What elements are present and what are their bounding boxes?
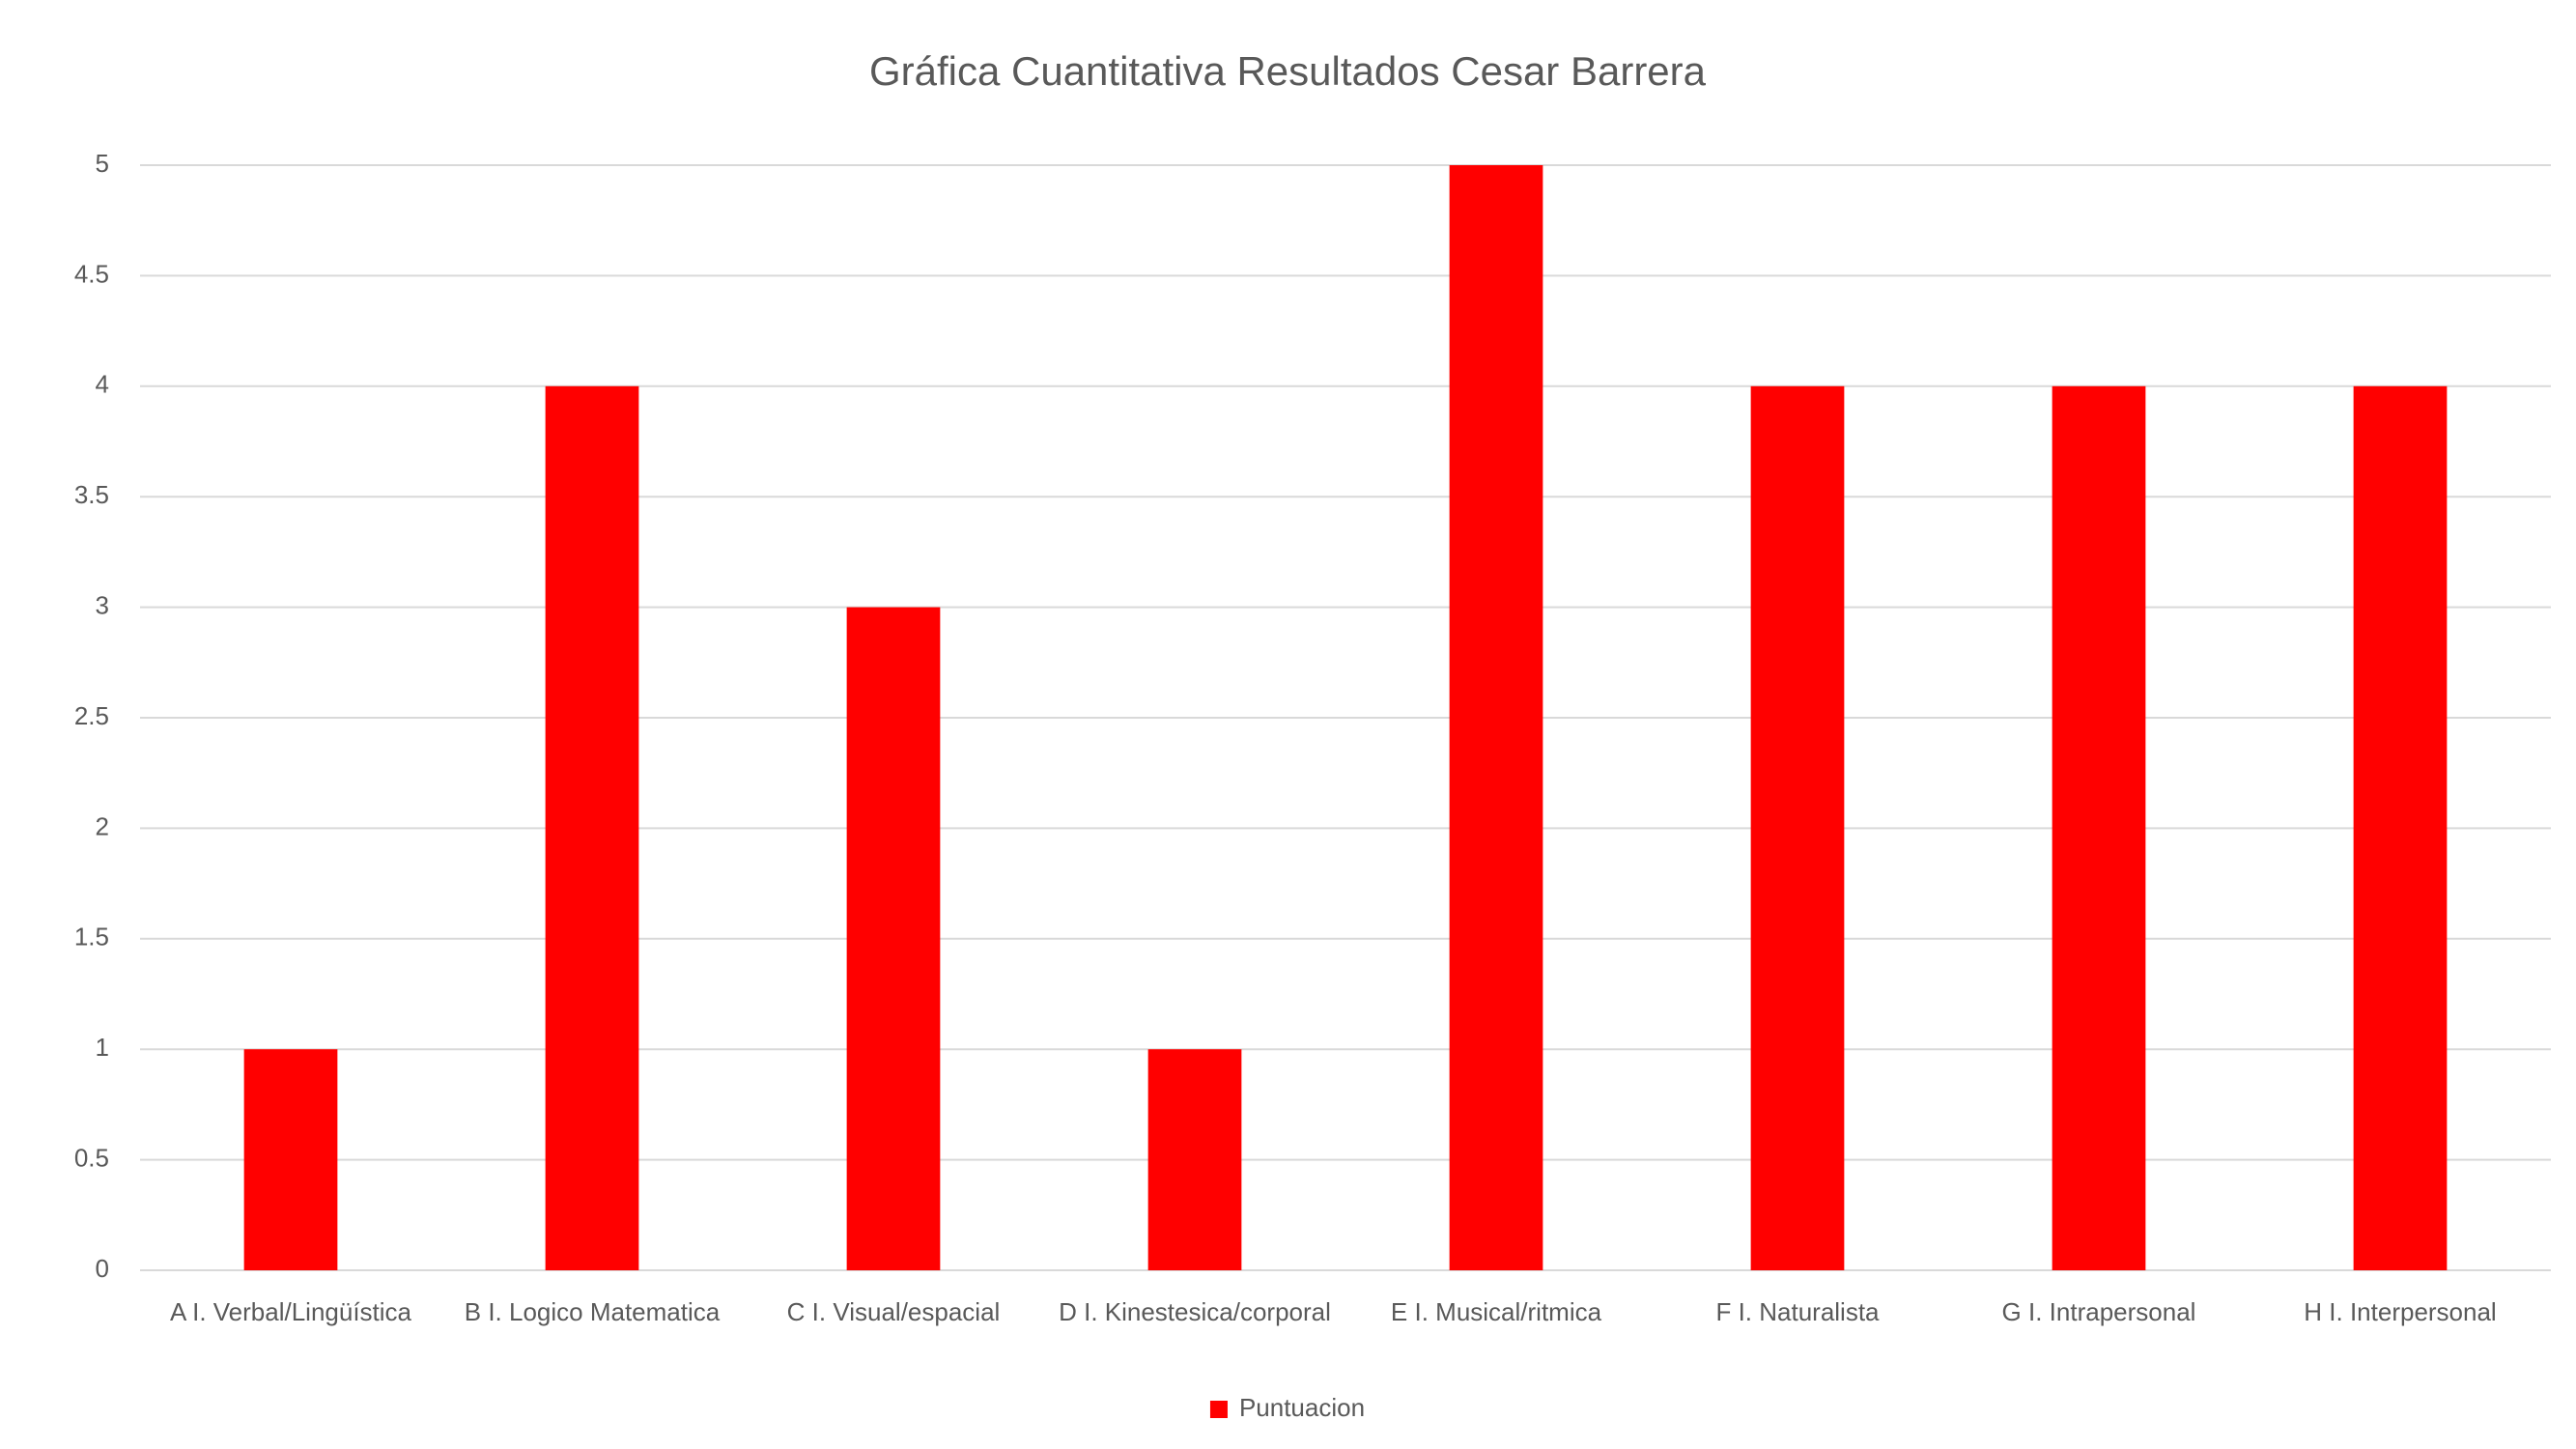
bar bbox=[846, 607, 941, 1270]
bar bbox=[2052, 385, 2146, 1270]
x-tick-label: E I. Musical/ritmica bbox=[1391, 1297, 1602, 1326]
y-tick-label: 5 bbox=[96, 149, 109, 178]
y-tick-label: 1 bbox=[96, 1033, 109, 1062]
legend-label: Puntuacion bbox=[1239, 1393, 1365, 1422]
x-tick-label: G I. Intrapersonal bbox=[2002, 1297, 2196, 1326]
y-tick-label: 0 bbox=[96, 1254, 109, 1283]
x-tick-label: A I. Verbal/Lingüística bbox=[170, 1297, 412, 1326]
x-tick-label: H I. Interpersonal bbox=[2304, 1297, 2496, 1326]
bar bbox=[1750, 385, 1845, 1270]
bar bbox=[1147, 1049, 1242, 1270]
x-tick-label: F I. Naturalista bbox=[1715, 1297, 1880, 1326]
x-tick-label: C I. Visual/espacial bbox=[787, 1297, 1001, 1326]
bar bbox=[545, 385, 639, 1270]
x-tick-label: B I. Logico Matematica bbox=[465, 1297, 721, 1326]
y-tick-label: 2.5 bbox=[74, 701, 109, 730]
y-tick-label: 3 bbox=[96, 590, 109, 619]
chart-title: Gráfica Cuantitativa Resultados Cesar Ba… bbox=[869, 48, 1707, 94]
bar bbox=[2353, 385, 2448, 1270]
y-tick-label: 3.5 bbox=[74, 480, 109, 509]
y-tick-label: 4.5 bbox=[74, 259, 109, 288]
bar bbox=[1449, 165, 1543, 1270]
y-tick-label: 1.5 bbox=[74, 923, 109, 952]
legend-swatch bbox=[1209, 1401, 1228, 1418]
y-tick-label: 2 bbox=[96, 811, 109, 840]
x-tick-label: D I. Kinestesica/corporal bbox=[1059, 1297, 1331, 1326]
y-tick-label: 4 bbox=[96, 370, 109, 399]
bar bbox=[243, 1049, 338, 1270]
y-tick-label: 0.5 bbox=[74, 1143, 109, 1172]
